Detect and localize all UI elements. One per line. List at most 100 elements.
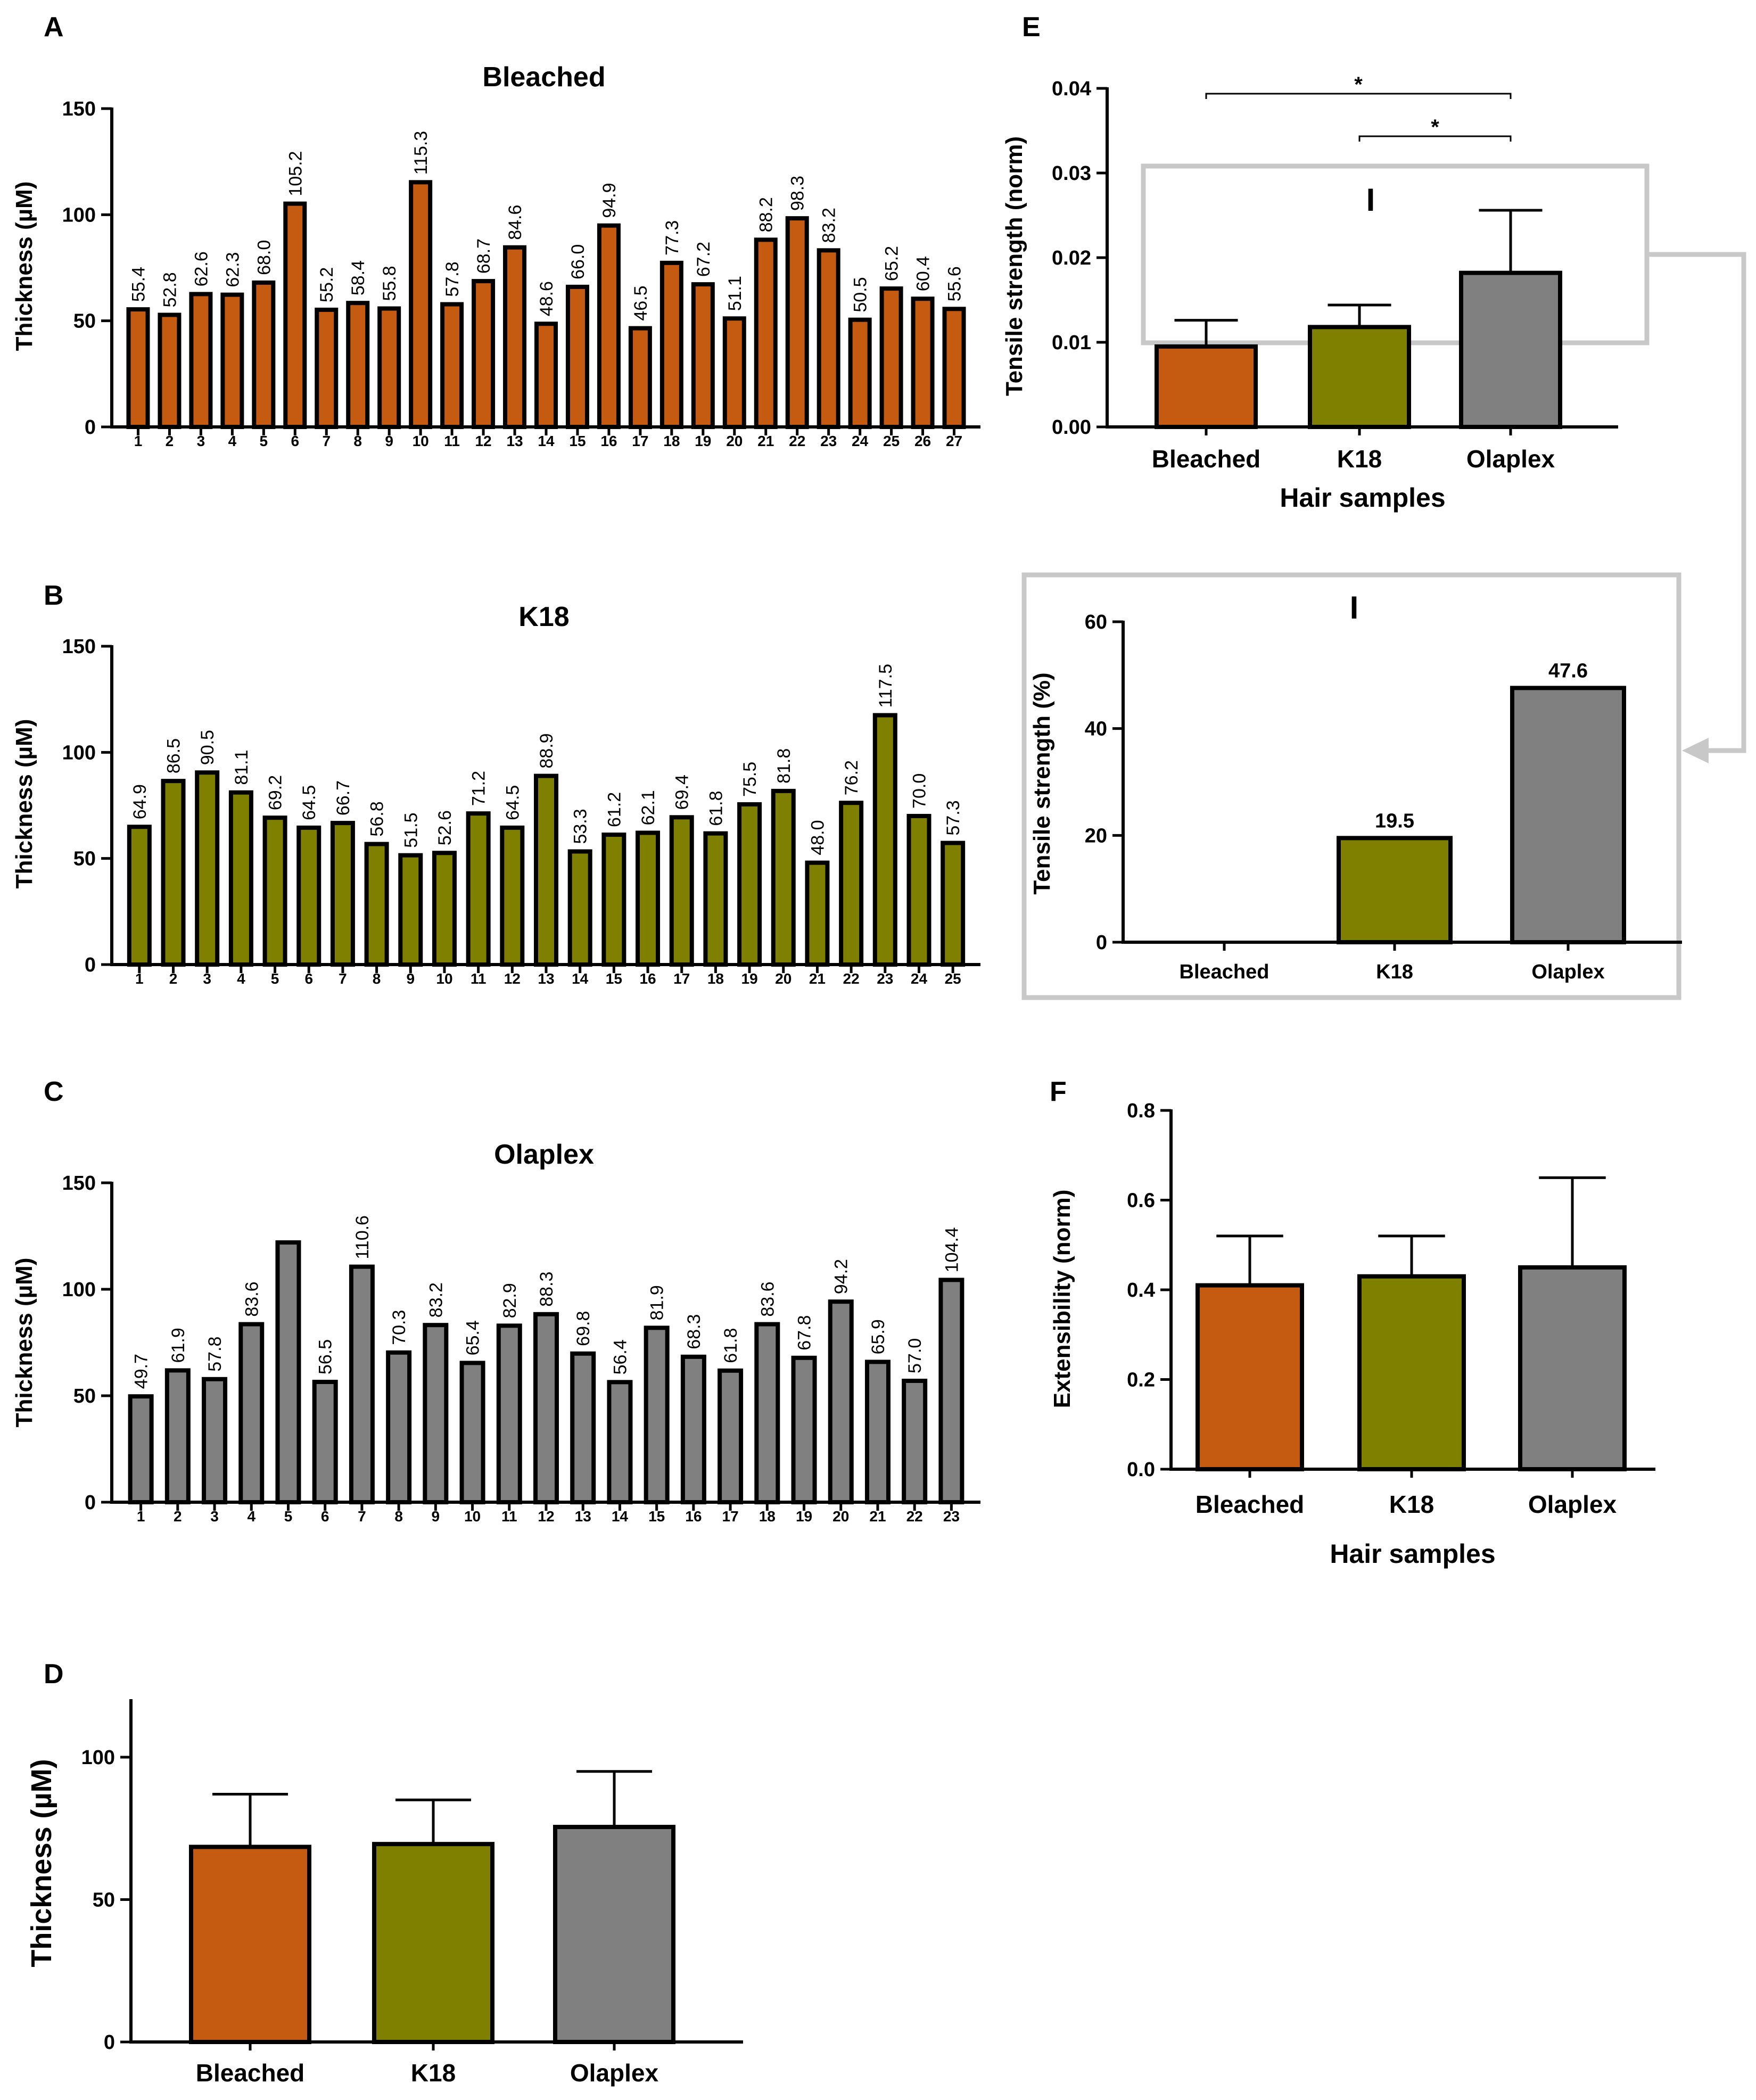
panel-a-chart: A Bleached Thickness (µM) 0 50 100 150 1 55.4…	[11, 12, 980, 449]
x-tick-label: 10	[413, 433, 429, 449]
data-label: 51.1	[725, 276, 745, 311]
y-tick-label: 50	[73, 848, 96, 870]
data-label: 57.0	[905, 1338, 925, 1373]
y-tick-label: 60	[1085, 611, 1107, 633]
bar	[864, 1360, 891, 1504]
bar	[440, 302, 464, 430]
chart-title: Bleached	[482, 62, 605, 93]
x-tick-label: 19	[695, 433, 711, 449]
data-label: 55.4	[128, 267, 149, 302]
y-tick-label: 40	[1085, 718, 1107, 740]
x-tick-label: 15	[648, 1508, 665, 1525]
data-label: 77.3	[662, 220, 682, 256]
bar	[839, 801, 864, 967]
x-tick-label: 20	[775, 970, 792, 987]
chart-title: K18	[518, 602, 569, 632]
x-tick-label: 15	[569, 433, 586, 449]
x-tick-label: 3	[197, 433, 205, 449]
data-label: 55.2	[317, 267, 337, 302]
bar	[703, 831, 728, 967]
data-label: 115.3	[411, 131, 431, 175]
data-label: 60.4	[913, 256, 934, 291]
data-label: 104.4	[942, 1227, 962, 1272]
data-label: 81.8	[774, 748, 794, 784]
x-tick-label: 21	[809, 970, 826, 987]
bar	[459, 1361, 485, 1504]
y-tick-label: 0.00	[1052, 416, 1091, 439]
x-tick-label: 14	[572, 970, 589, 987]
bar	[252, 280, 276, 429]
data-label: 75.5	[740, 762, 760, 797]
bar	[805, 860, 830, 967]
x-tick-label: 3	[203, 970, 211, 987]
y-tick-label: 0.01	[1052, 332, 1091, 354]
x-tick-label: 13	[506, 433, 523, 449]
panel-d-chart: D Thickness (µM) 0 50 100 Bleached K18 Olaple…	[26, 1659, 743, 2087]
data-label: 83.6	[242, 1281, 262, 1316]
bar	[553, 1825, 675, 2044]
data-label: 62.1	[638, 790, 658, 825]
bar	[1337, 836, 1453, 944]
data-label: 105.2	[285, 151, 306, 196]
data-label: 69.8	[573, 1311, 593, 1346]
x-tick-label: K18	[1376, 961, 1413, 983]
data-label: 66.0	[568, 244, 588, 279]
x-tick-label: Bleached	[1196, 1490, 1305, 1518]
bar	[372, 1842, 494, 2045]
x-tick-label: 19	[741, 970, 758, 987]
bar	[220, 292, 244, 430]
bar	[644, 1325, 670, 1504]
data-label: 83.2	[426, 1282, 446, 1317]
bar	[1518, 1265, 1627, 1471]
bar	[466, 811, 491, 967]
y-tick-label: 0.2	[1127, 1369, 1155, 1391]
bar	[202, 1377, 228, 1505]
bar	[906, 813, 931, 967]
x-tick-label: 2	[174, 1508, 182, 1525]
bar	[262, 816, 287, 967]
bar	[126, 307, 150, 429]
x-tick-label: 22	[789, 433, 805, 449]
data-label: 90.5	[197, 730, 218, 765]
data-label: 52.8	[160, 272, 180, 307]
bar	[195, 770, 220, 967]
x-axis-label: Hair samples	[1330, 1539, 1495, 1569]
bar	[597, 223, 621, 429]
data-label: 81.9	[647, 1285, 667, 1320]
x-tick-label: 17	[632, 433, 648, 449]
data-label: 61.2	[604, 792, 624, 827]
x-tick-label: 15	[606, 970, 622, 987]
data-label: 61.9	[168, 1328, 188, 1363]
data-label: 86.5	[164, 738, 184, 773]
bar	[567, 849, 592, 967]
x-tick-label: 12	[504, 970, 521, 987]
data-label: 56.8	[367, 801, 388, 836]
x-tick-label: 11	[471, 970, 487, 987]
x-tick-label: 2	[169, 970, 178, 987]
x-tick-label: 6	[321, 1508, 329, 1525]
y-axis-label: Tensile strength (%)	[1029, 672, 1055, 894]
panel-letter-d: D	[44, 1659, 64, 1690]
bar	[879, 286, 903, 429]
bar	[472, 279, 496, 430]
y-tick-label: 0.4	[1127, 1279, 1155, 1302]
bar	[189, 292, 213, 430]
bar	[607, 1380, 633, 1504]
data-label: 82.9	[500, 1283, 520, 1318]
x-tick-label: 22	[843, 970, 860, 987]
bar	[349, 1264, 375, 1505]
data-label: 19.5	[1375, 810, 1414, 832]
x-tick-label: 19	[796, 1508, 812, 1525]
y-axis-label: Thickness (µM)	[11, 182, 37, 351]
bar	[942, 307, 966, 429]
data-label: 67.8	[795, 1315, 815, 1350]
data-label: 57.8	[442, 261, 463, 297]
x-tick-label: Olaplex	[1466, 445, 1555, 473]
data-label: 47.6	[1548, 660, 1588, 682]
bar	[669, 815, 694, 967]
bar	[828, 1299, 854, 1504]
bar	[941, 841, 966, 967]
inset-marker-label: I	[1366, 182, 1375, 218]
y-tick-label: 0	[85, 416, 96, 439]
data-label: 66.7	[333, 780, 353, 816]
